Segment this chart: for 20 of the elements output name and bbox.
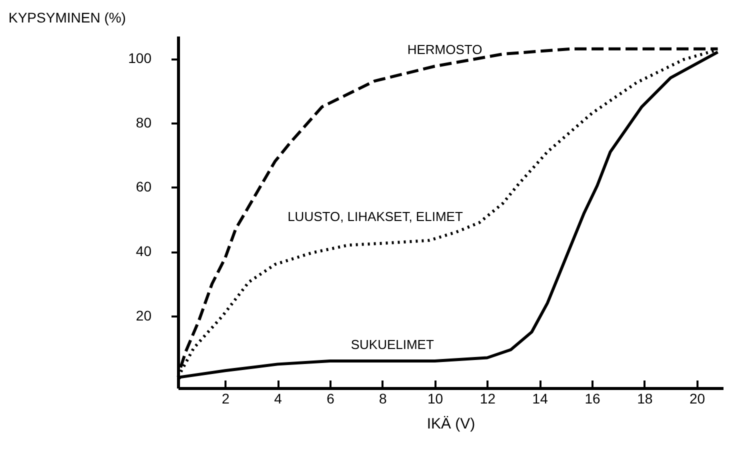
- x-tick-label: 8: [378, 390, 387, 406]
- x-tick-label: 12: [480, 390, 496, 406]
- x-axis-title: IKÄ (V): [426, 416, 476, 432]
- series-label: LUUSTO, LIHAKSET, ELIMET: [288, 208, 463, 224]
- x-tick-label: 16: [584, 390, 600, 406]
- x-tick-label: 18: [637, 390, 653, 406]
- x-tick-label: 14: [532, 390, 548, 406]
- y-tick-label: 20: [136, 307, 152, 324]
- y-tick-label: 60: [136, 178, 152, 195]
- x-tick-label: 4: [274, 390, 282, 406]
- y-tick-label: 40: [136, 243, 152, 260]
- series-label: SUKUELIMET: [350, 336, 434, 352]
- y-axis-title: KYPSYMINEN (%): [8, 10, 126, 26]
- y-tick-label: 80: [136, 114, 152, 130]
- x-tick-label: 20: [690, 390, 706, 406]
- y-tick-label: 100: [128, 50, 152, 66]
- x-tick-label: 2: [222, 390, 230, 406]
- series-label: HERMOSTO: [407, 42, 482, 58]
- x-tick-label: 10: [427, 390, 444, 406]
- x-tick-label: 6: [326, 390, 335, 406]
